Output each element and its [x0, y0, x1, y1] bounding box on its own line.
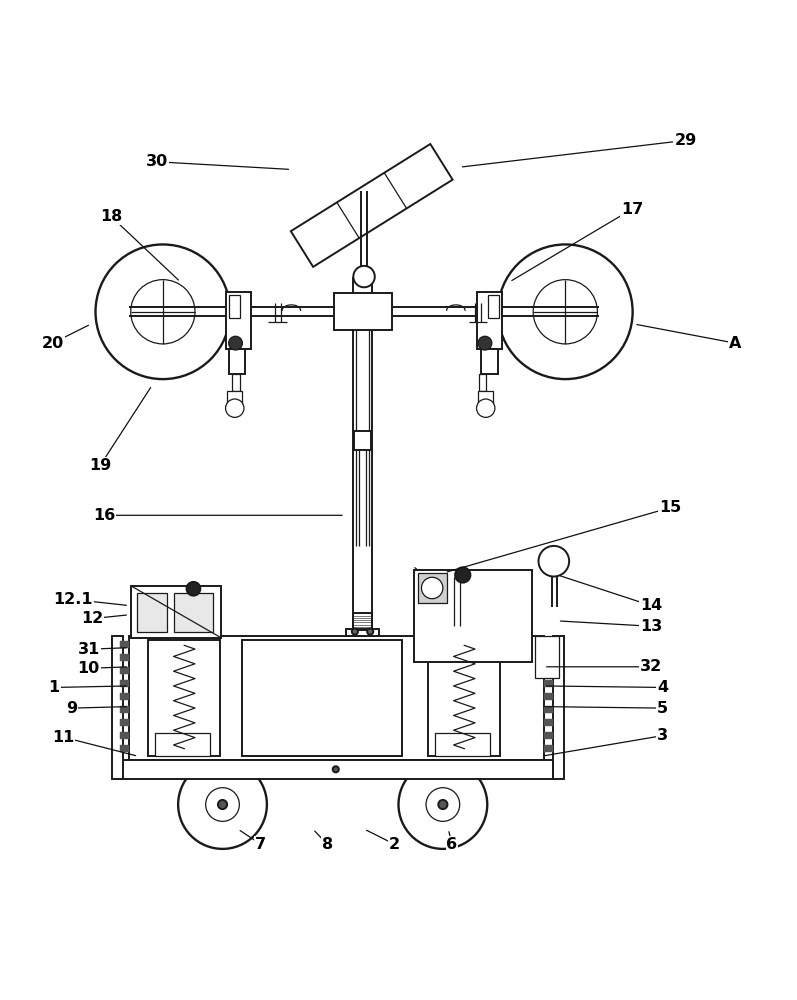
Text: 5: 5 — [657, 701, 668, 716]
Bar — [229, 349, 245, 374]
Text: 4: 4 — [657, 680, 668, 695]
Bar — [227, 391, 242, 406]
Circle shape — [539, 546, 569, 577]
Bar — [131, 586, 221, 638]
Text: 1: 1 — [49, 680, 60, 695]
Bar — [477, 292, 502, 349]
Bar — [112, 636, 123, 779]
Bar — [479, 374, 486, 391]
Circle shape — [351, 629, 358, 635]
Bar — [414, 570, 532, 662]
Text: 17: 17 — [621, 202, 643, 217]
Bar — [120, 745, 129, 752]
Text: 2: 2 — [389, 837, 400, 852]
Text: 7: 7 — [255, 837, 266, 852]
Bar — [352, 613, 372, 630]
Circle shape — [186, 582, 200, 596]
Bar — [435, 733, 490, 756]
Bar — [544, 719, 553, 726]
Circle shape — [332, 766, 339, 772]
Text: 11: 11 — [53, 730, 74, 745]
Bar — [427, 640, 501, 756]
Bar — [488, 295, 499, 318]
Bar — [418, 573, 446, 603]
Bar — [230, 295, 240, 318]
Bar — [544, 745, 553, 752]
Bar — [120, 667, 129, 674]
Text: 12: 12 — [81, 611, 104, 626]
Circle shape — [455, 567, 470, 583]
Text: 6: 6 — [446, 837, 457, 852]
Circle shape — [226, 399, 244, 417]
Bar — [120, 654, 129, 661]
Text: 13: 13 — [640, 619, 662, 634]
Bar — [120, 680, 129, 687]
Bar — [120, 760, 553, 779]
Bar — [147, 640, 220, 756]
Bar — [334, 293, 392, 330]
Text: 30: 30 — [147, 154, 169, 169]
Text: 32: 32 — [640, 659, 662, 674]
Bar — [346, 629, 379, 636]
Text: 12.1: 12.1 — [53, 592, 93, 607]
Circle shape — [422, 577, 443, 599]
Text: 15: 15 — [659, 500, 681, 515]
Bar — [129, 636, 544, 760]
Bar — [120, 719, 129, 726]
Bar — [535, 636, 559, 678]
Circle shape — [96, 244, 230, 379]
Bar — [137, 593, 167, 632]
Bar — [120, 732, 129, 739]
Text: 29: 29 — [674, 133, 697, 148]
Bar — [241, 640, 402, 756]
Bar — [354, 431, 371, 450]
Circle shape — [438, 800, 447, 809]
Polygon shape — [291, 144, 453, 267]
Bar — [478, 391, 493, 406]
Bar — [481, 349, 498, 374]
Text: 10: 10 — [77, 661, 100, 676]
Bar — [544, 667, 553, 674]
Bar — [544, 641, 553, 648]
Text: A: A — [729, 336, 741, 351]
Text: 14: 14 — [640, 598, 662, 613]
Bar — [233, 374, 240, 391]
Bar — [544, 680, 553, 687]
Circle shape — [353, 266, 375, 287]
Text: 3: 3 — [657, 728, 668, 743]
Circle shape — [218, 800, 227, 809]
Bar — [544, 732, 553, 739]
Bar — [553, 636, 563, 779]
Bar — [120, 641, 129, 648]
Text: 18: 18 — [100, 209, 123, 224]
Circle shape — [477, 399, 495, 417]
Circle shape — [398, 760, 487, 849]
Bar — [120, 693, 129, 700]
Circle shape — [229, 336, 242, 350]
Text: 20: 20 — [41, 336, 64, 351]
Bar — [155, 733, 210, 756]
Text: 9: 9 — [66, 701, 77, 716]
Circle shape — [179, 760, 267, 849]
Bar — [226, 292, 251, 349]
Bar — [120, 706, 129, 713]
Circle shape — [367, 629, 373, 635]
Text: 19: 19 — [89, 458, 112, 473]
Bar — [174, 593, 214, 632]
Text: 31: 31 — [77, 642, 100, 657]
Circle shape — [478, 336, 492, 350]
Bar — [544, 693, 553, 700]
Bar — [544, 654, 553, 661]
Text: 8: 8 — [322, 837, 333, 852]
Circle shape — [498, 244, 633, 379]
Text: 16: 16 — [92, 508, 115, 523]
Bar — [544, 706, 553, 713]
